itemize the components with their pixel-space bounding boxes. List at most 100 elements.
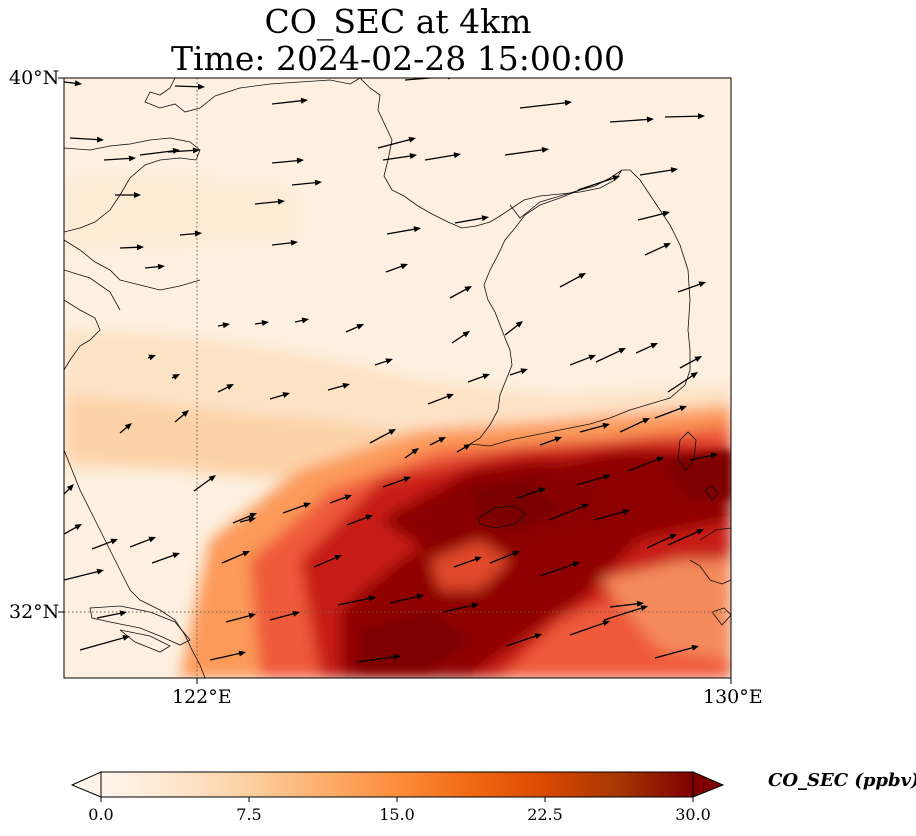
wind-vectors — [64, 78, 718, 663]
wind-vector-head — [474, 556, 482, 563]
wind-vector-head — [66, 484, 74, 492]
wind-vector-shaft — [577, 176, 617, 191]
map-gridlines — [64, 78, 731, 678]
wind-vector-head — [669, 534, 677, 540]
wind-vector-shaft — [595, 349, 623, 363]
wind-vector-shaft — [646, 535, 674, 549]
wind-vector-shaft — [209, 652, 243, 661]
wind-vector-shaft — [96, 612, 124, 619]
wind-vector-shaft — [639, 168, 675, 176]
wind-vector-shaft — [64, 570, 101, 581]
wind-vector-shaft — [369, 430, 393, 444]
wind-vector-head — [541, 146, 549, 153]
wind-vector-head — [74, 524, 82, 531]
wind-vector-head — [124, 423, 132, 430]
wind-vector-head — [242, 551, 250, 557]
wind-vector-shaft — [79, 636, 127, 651]
wind-vector-head — [578, 273, 586, 279]
wind-vector-head — [385, 358, 393, 365]
wind-vector-shaft — [627, 457, 661, 472]
wind-vector-shaft — [637, 212, 667, 221]
wind-vector-shaft — [603, 606, 645, 621]
wind-vector-head — [134, 192, 141, 198]
colorbar-tick-2: 15.0 — [379, 805, 415, 824]
wind-vector-head — [277, 198, 285, 205]
wind-vector-head — [618, 348, 626, 354]
colorbar-tick-0: 0.0 — [88, 805, 114, 824]
wind-vector-head — [603, 474, 611, 480]
wind-vector-head — [148, 536, 156, 543]
wind-vector-head — [403, 476, 411, 483]
wind-vector-head — [136, 244, 144, 251]
wind-vector-shaft — [427, 394, 451, 405]
wind-vector-shaft — [635, 344, 655, 354]
wind-vector-head — [238, 650, 246, 657]
wind-vector-shaft — [329, 495, 349, 504]
wind-vector-head — [365, 514, 373, 521]
wind-vector-head — [581, 503, 589, 510]
wind-vector-shaft — [454, 217, 486, 224]
wind-vector-head — [172, 552, 180, 559]
wind-vector-head — [172, 374, 180, 380]
wind-vector-head — [636, 600, 644, 607]
wind-vector-head — [416, 593, 424, 600]
wind-vector-shaft — [576, 475, 608, 486]
wind-vector-head — [301, 317, 309, 324]
wind-vector-head — [438, 437, 446, 443]
wind-vector-shaft — [504, 148, 546, 156]
wind-vector-shaft — [167, 149, 197, 153]
wind-vector-shaft — [467, 374, 487, 383]
wind-vector-head — [572, 561, 580, 568]
wind-vector-head — [622, 508, 630, 515]
wind-vector-head — [642, 418, 650, 424]
wind-vector-shaft — [569, 355, 593, 366]
wind-vector-shaft — [271, 241, 295, 246]
wind-vector-head — [248, 516, 256, 523]
wind-vector-shaft — [346, 515, 370, 526]
wind-vector-shaft — [505, 634, 539, 647]
wind-vector-shaft — [193, 476, 214, 492]
wind-vector-head — [222, 322, 230, 329]
wind-vector-shaft — [386, 228, 418, 235]
wind-vector-head — [679, 405, 687, 412]
wind-vector-head — [74, 80, 82, 87]
wind-vector-shaft — [667, 373, 696, 393]
wind-vector-shaft — [449, 287, 469, 299]
wind-vector-shaft — [677, 282, 703, 293]
wind-vector-head — [194, 230, 202, 237]
wind-vector-shaft — [442, 604, 476, 613]
wind-vector-head — [292, 610, 300, 617]
wind-vector-head — [388, 429, 396, 435]
wind-vector-shaft — [254, 200, 282, 205]
wind-vector-head — [128, 155, 136, 162]
wind-vector-head — [119, 610, 127, 617]
wind-vector-head — [520, 368, 528, 375]
wind-vector-head — [663, 243, 671, 249]
wind-vector-shaft — [356, 655, 398, 663]
wind-vector-head — [640, 605, 648, 611]
wind-vector-shaft — [389, 595, 421, 604]
wind-vector-head — [694, 356, 702, 362]
wind-vector-head — [662, 210, 670, 217]
wind-vector-head — [464, 286, 472, 292]
wind-vector-head — [192, 147, 200, 154]
wind-vector-head — [515, 321, 523, 328]
wind-vector-shaft — [91, 539, 115, 550]
wind-vector-shaft — [609, 602, 641, 608]
wind-vector-head — [512, 550, 520, 557]
wind-vector-head — [122, 634, 130, 641]
wind-vector-head — [408, 136, 416, 143]
wind-vector-shaft — [453, 557, 479, 568]
wind-vector-head — [393, 653, 401, 660]
wind-vector-head — [690, 372, 698, 379]
wind-vector-head — [248, 612, 256, 619]
wind-vector-shaft — [119, 246, 141, 249]
wind-vector-shaft — [271, 99, 305, 105]
wind-vector-shaft — [269, 612, 297, 621]
wind-vector-head — [698, 281, 706, 288]
wind-vector-shaft — [654, 406, 684, 419]
wind-vector-head — [342, 382, 350, 389]
wind-vector-shaft — [103, 157, 133, 161]
wind-vector-head — [650, 343, 658, 349]
wind-vector-head — [249, 512, 257, 519]
